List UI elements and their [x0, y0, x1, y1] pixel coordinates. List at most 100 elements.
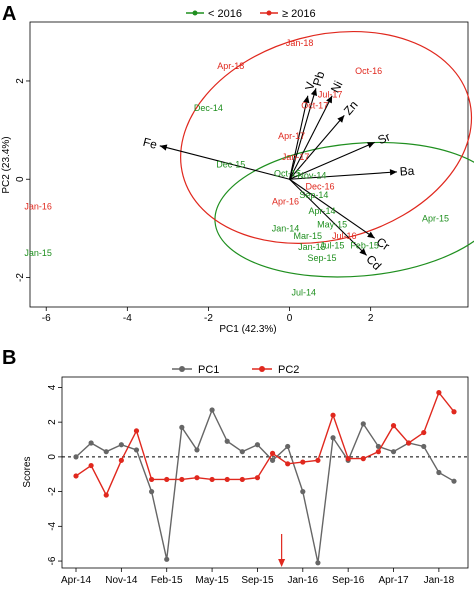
loading-label: Zn — [341, 98, 361, 118]
y-tick-label: 4 — [47, 384, 58, 390]
sample-label: May-15 — [317, 219, 347, 229]
loading-arrow — [289, 141, 375, 180]
data-point-pc1 — [149, 489, 155, 495]
panel-b-axes: -6 -4 -2 0 2 4 Apr-14 Nov-14 Feb-15 May-15 Sep-15 J… — [47, 384, 468, 586]
data-point-pc1 — [194, 447, 200, 453]
y-tick-label: 0 — [15, 176, 26, 182]
data-point-pc2 — [421, 429, 427, 436]
data-point-pc2 — [209, 476, 215, 483]
confidence-ellipse — [214, 141, 474, 278]
x-tick-label: Feb-15 — [151, 575, 183, 586]
loading-arrow — [289, 95, 309, 180]
panel-b-letter: B — [2, 347, 16, 369]
loading-arrowhead — [367, 142, 375, 149]
data-point-pc2 — [300, 459, 306, 465]
series-line-pc2 — [75, 391, 455, 497]
legend-label-pc1: PC1 — [198, 364, 219, 376]
data-point-pc1 — [330, 435, 336, 441]
legend-label-after: ≥ 2016 — [282, 8, 316, 20]
x-tick-label: Nov-14 — [105, 575, 138, 586]
sample-label: Mar-15 — [294, 231, 323, 241]
data-point-pc1 — [285, 443, 291, 450]
x-tick-label: -4 — [123, 313, 132, 324]
panel-a-plot-frame — [29, 21, 469, 308]
panel-b-plot-frame — [61, 376, 469, 569]
data-point-pc2 — [360, 456, 366, 462]
legend-marker-pc2 — [259, 366, 265, 372]
data-point-pc1 — [390, 449, 397, 455]
x-tick-label: Sep-16 — [332, 575, 365, 586]
data-point-pc1 — [375, 443, 381, 450]
data-point-pc1 — [239, 449, 245, 455]
sample-label: Oct-17 — [301, 101, 328, 111]
data-point-pc1 — [118, 442, 124, 448]
loading-arrowhead — [389, 169, 398, 176]
sample-label: Jan-16 — [24, 201, 52, 211]
panel-a-y-axis-title: PC2 (23.4%) — [1, 136, 12, 193]
data-point-pc2 — [239, 476, 245, 483]
data-point-pc2 — [149, 476, 155, 483]
data-point-pc2 — [406, 440, 412, 446]
data-point-pc1 — [88, 440, 94, 446]
data-point-pc2 — [390, 423, 397, 429]
data-point-pc2 — [118, 457, 124, 463]
panel-a-x-axis-title: PC1 (42.3%) — [219, 324, 276, 335]
sample-label: Jul-15 — [320, 241, 345, 251]
data-point-pc1 — [269, 457, 276, 463]
data-point-pc2 — [133, 428, 140, 434]
data-point-pc2 — [164, 476, 170, 483]
loading-arrowhead — [310, 88, 318, 96]
sample-label: Apr-15 — [422, 214, 449, 224]
legend-marker-after — [266, 10, 272, 16]
sample-label: Jul-17 — [318, 90, 343, 100]
data-point-pc2 — [88, 462, 94, 469]
sample-label: Apr-18 — [217, 61, 244, 71]
y-tick-label: -6 — [47, 556, 58, 565]
loading-arrow — [289, 95, 333, 180]
panel-b-y-axis-title: Scores — [22, 456, 33, 487]
loading-label: Fe — [142, 135, 159, 152]
data-point-pc2 — [436, 390, 442, 396]
series-line-pc1 — [75, 408, 455, 563]
data-point-pc1 — [315, 560, 321, 566]
panel-a-legend: < 2016 ≥ 2016 — [186, 8, 316, 20]
loading-arrowhead — [367, 231, 375, 239]
legend-label-pc2: PC2 — [278, 364, 299, 376]
data-point-pc2 — [375, 449, 381, 455]
loading-arrowhead — [159, 144, 168, 151]
data-point-pc2 — [254, 475, 261, 481]
confidence-ellipse — [180, 30, 473, 244]
y-tick-label: 0 — [47, 454, 58, 460]
y-tick-label: 2 — [15, 78, 26, 84]
data-point-pc1 — [179, 424, 185, 430]
data-point-pc1 — [436, 469, 442, 476]
panel-a-axes: -6 -4 -2 0 2 -2 0 2 — [15, 78, 374, 324]
loading-arrow — [289, 178, 367, 256]
data-point-pc1 — [421, 443, 427, 450]
sample-label: Sep-15 — [307, 253, 336, 263]
data-point-pc1 — [360, 421, 366, 427]
sample-label: Nov-14 — [297, 170, 326, 180]
loading-arrowhead — [326, 95, 333, 104]
loading-arrow — [289, 171, 398, 180]
data-point-pc1 — [164, 556, 170, 562]
y-tick-label: -2 — [47, 487, 58, 496]
x-tick-label: 2 — [368, 313, 374, 324]
sample-label: Jan-14 — [272, 223, 300, 233]
y-tick-label: -4 — [47, 521, 58, 530]
sample-label: Oct-15 — [274, 168, 301, 178]
loading-label: Ba — [399, 164, 415, 179]
sample-label: Jan-15 — [24, 248, 52, 258]
data-point-pc2 — [330, 412, 336, 418]
loading-label: Ni — [328, 79, 346, 95]
panel-b-series — [73, 390, 457, 566]
sample-label: Dec-16 — [305, 182, 334, 192]
loading-label: V — [302, 81, 317, 92]
sample-label: Jan-15 — [298, 242, 326, 252]
data-point-pc1 — [300, 489, 306, 495]
legend-marker-before — [192, 10, 198, 16]
panel-b-legend: PC1 PC2 — [172, 364, 299, 376]
x-tick-label: 0 — [287, 313, 293, 324]
